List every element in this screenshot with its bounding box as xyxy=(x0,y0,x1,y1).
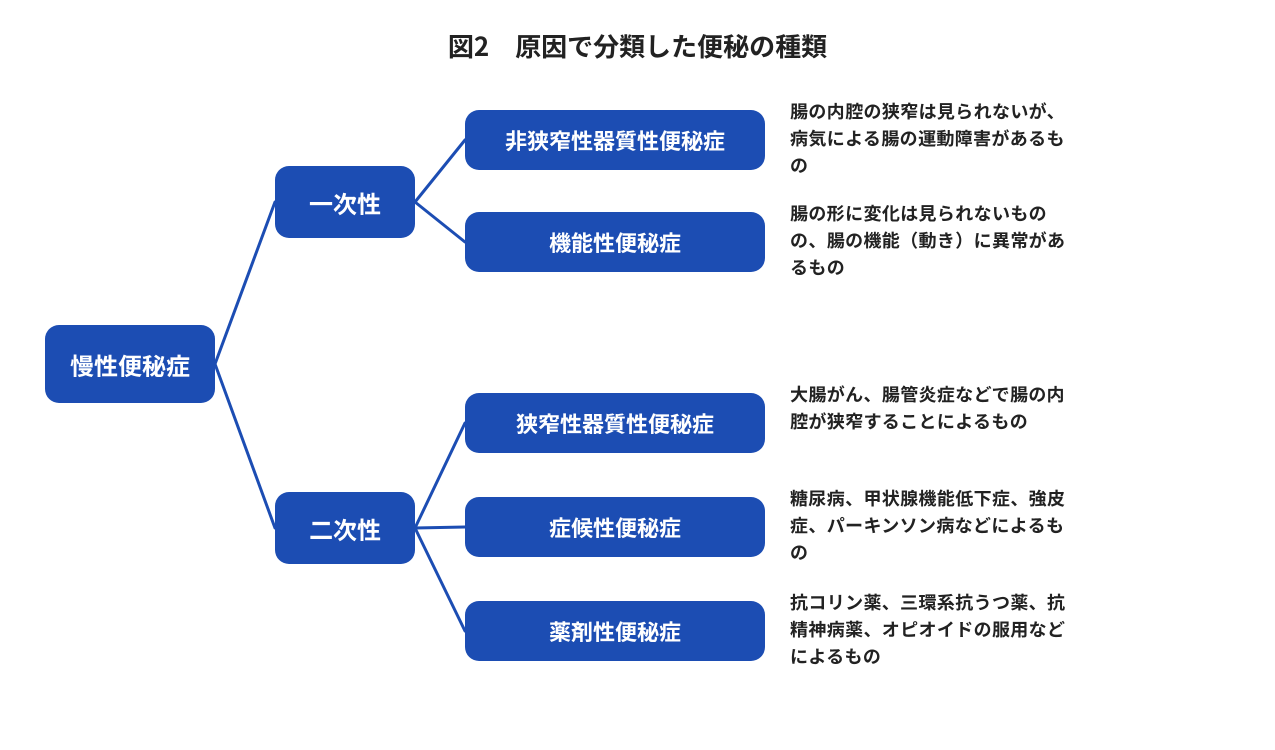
node-leaf-l1: 非狭窄性器質性便秘症 xyxy=(465,110,765,170)
diagram-canvas: 図2 原因で分類した便秘の種類 慢性便秘症 一次性 二次性 非狭窄性器質性便秘症… xyxy=(0,0,1275,750)
diagram-title: 図2 原因で分類した便秘の種類 xyxy=(0,27,1275,64)
desc-l4: 糖尿病、甲状腺機能低下症、強皮症、パーキンソン病などによるもの xyxy=(790,485,1080,566)
node-primary: 一次性 xyxy=(275,166,415,238)
node-leaf-l4-label: 症候性便秘症 xyxy=(549,511,681,543)
node-leaf-l4: 症候性便秘症 xyxy=(465,497,765,557)
node-leaf-l5: 薬剤性便秘症 xyxy=(465,601,765,661)
node-leaf-l1-label: 非狭窄性器質性便秘症 xyxy=(505,124,725,156)
node-secondary-label: 二次性 xyxy=(309,511,381,546)
node-root-label: 慢性便秘症 xyxy=(70,347,190,382)
desc-l2: 腸の形に変化は見られないものの、腸の機能（動き）に異常があるもの xyxy=(790,200,1080,281)
node-leaf-l2: 機能性便秘症 xyxy=(465,212,765,272)
desc-l5: 抗コリン薬、三環系抗うつ薬、抗精神病薬、オピオイドの服用などによるもの xyxy=(790,589,1080,670)
node-leaf-l5-label: 薬剤性便秘症 xyxy=(549,615,681,647)
desc-l3: 大腸がん、腸管炎症などで腸の内腔が狭窄することによるもの xyxy=(790,381,1080,435)
node-leaf-l3: 狭窄性器質性便秘症 xyxy=(465,393,765,453)
node-primary-label: 一次性 xyxy=(309,185,381,220)
node-leaf-l3-label: 狭窄性器質性便秘症 xyxy=(516,407,714,439)
node-secondary: 二次性 xyxy=(275,492,415,564)
node-leaf-l2-label: 機能性便秘症 xyxy=(549,226,681,258)
node-root: 慢性便秘症 xyxy=(45,325,215,403)
desc-l1: 腸の内腔の狭窄は見られないが、病気による腸の運動障害があるもの xyxy=(790,98,1080,179)
